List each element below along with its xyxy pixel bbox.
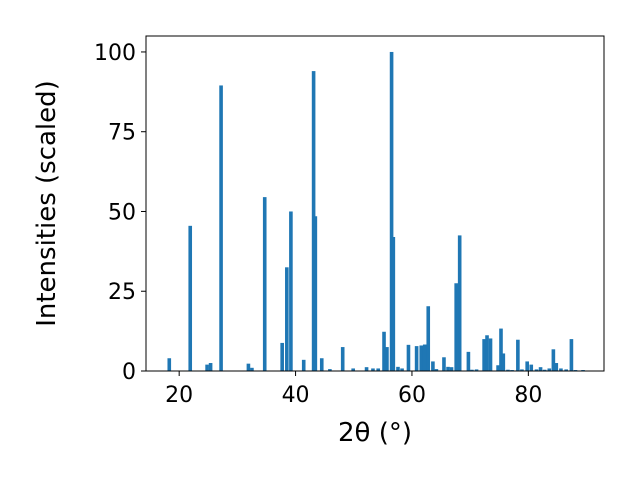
bar-series bbox=[167, 51, 585, 371]
x-tick-label: 60 bbox=[398, 383, 426, 408]
bar bbox=[280, 342, 284, 371]
bar bbox=[559, 368, 563, 371]
bar bbox=[351, 368, 355, 371]
x-tick-label: 40 bbox=[282, 383, 310, 408]
bar bbox=[525, 361, 529, 371]
bar bbox=[564, 369, 568, 371]
bar bbox=[208, 363, 213, 371]
bar bbox=[554, 363, 559, 371]
bar bbox=[422, 344, 427, 371]
y-tick-label: 75 bbox=[108, 121, 136, 146]
bar bbox=[482, 339, 486, 371]
bar bbox=[501, 353, 506, 371]
bar bbox=[389, 51, 394, 371]
bar bbox=[396, 366, 400, 371]
bar bbox=[466, 351, 471, 371]
bar bbox=[406, 344, 411, 371]
bar bbox=[538, 367, 543, 371]
bar bbox=[520, 369, 524, 371]
y-axis-label: Intensities (scaled) bbox=[32, 80, 62, 327]
bar bbox=[188, 225, 193, 371]
bar bbox=[382, 331, 386, 371]
bar bbox=[485, 335, 489, 371]
bar bbox=[419, 345, 424, 371]
bar bbox=[391, 237, 396, 371]
bar bbox=[431, 361, 435, 371]
bar bbox=[449, 367, 454, 371]
bar bbox=[551, 349, 556, 371]
bar bbox=[414, 346, 419, 371]
bar bbox=[434, 369, 439, 371]
x-axis-ticks: 20 40 60 80 bbox=[165, 371, 542, 408]
bar bbox=[454, 283, 458, 371]
plot-frame bbox=[145, 35, 605, 372]
bar bbox=[446, 366, 450, 371]
bar bbox=[376, 368, 381, 371]
bar bbox=[474, 369, 479, 371]
bar bbox=[246, 363, 251, 371]
bar bbox=[457, 235, 462, 371]
bar bbox=[496, 365, 500, 371]
bar bbox=[319, 358, 324, 371]
bar bbox=[488, 338, 493, 371]
y-axis-ticks: 0 25 50 75 100 bbox=[94, 41, 146, 385]
bar bbox=[301, 359, 306, 371]
bar bbox=[542, 369, 547, 371]
bar bbox=[262, 197, 267, 371]
bar bbox=[385, 347, 389, 371]
bar bbox=[167, 358, 172, 371]
bar bbox=[364, 367, 369, 371]
bar bbox=[516, 339, 520, 371]
x-tick-label: 80 bbox=[514, 383, 542, 408]
bar bbox=[569, 339, 574, 371]
bar bbox=[499, 328, 503, 371]
bar bbox=[547, 368, 552, 371]
y-tick-label: 25 bbox=[108, 280, 136, 305]
y-tick-label: 50 bbox=[108, 200, 136, 225]
x-tick-label: 20 bbox=[165, 383, 193, 408]
y-tick-label: 100 bbox=[94, 41, 136, 66]
bar bbox=[340, 347, 345, 371]
bar bbox=[328, 369, 332, 371]
bar bbox=[400, 368, 404, 371]
x-axis-label: 2θ (°) bbox=[338, 418, 412, 448]
bar bbox=[534, 369, 539, 371]
bar bbox=[289, 211, 293, 371]
bar bbox=[205, 364, 209, 371]
bar bbox=[219, 85, 223, 371]
y-tick-label: 0 bbox=[122, 360, 136, 385]
bar bbox=[529, 364, 534, 371]
bar bbox=[506, 369, 510, 371]
bar bbox=[285, 267, 289, 371]
bar bbox=[442, 357, 446, 371]
bar bbox=[371, 368, 375, 371]
bar bbox=[470, 369, 474, 371]
bar bbox=[426, 306, 431, 371]
bar bbox=[250, 367, 254, 371]
bar bbox=[313, 216, 318, 371]
